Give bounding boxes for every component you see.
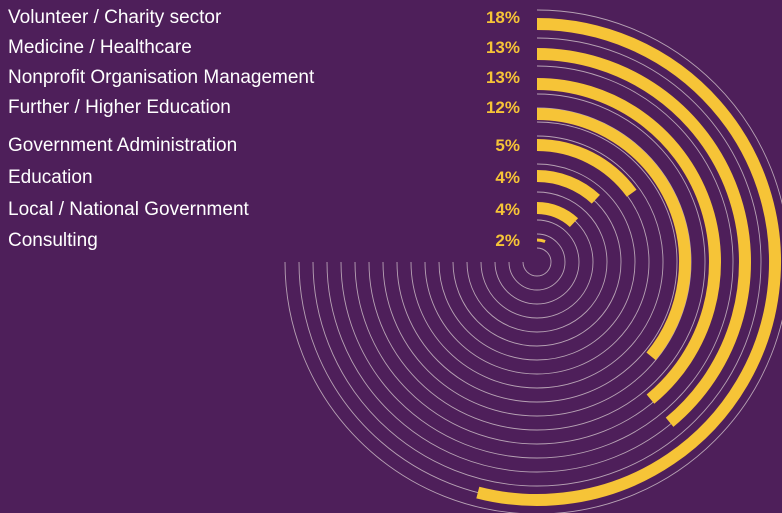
bar-series bbox=[476, 18, 781, 506]
bar-7 bbox=[536, 202, 579, 228]
grid-ring bbox=[424, 149, 650, 375]
category-label: Nonprofit Organisation Management bbox=[8, 67, 315, 88]
grid-ring bbox=[494, 219, 580, 305]
grid-ring bbox=[312, 37, 762, 487]
value-label: 12% bbox=[485, 98, 520, 117]
value-label: 4% bbox=[495, 168, 520, 187]
category-label: Government Administration bbox=[8, 135, 238, 156]
value-label: 2% bbox=[495, 231, 520, 250]
value-label: 4% bbox=[495, 200, 520, 219]
category-label: Local / National Government bbox=[8, 199, 249, 220]
grid-ring bbox=[466, 191, 608, 333]
bar-3 bbox=[536, 78, 721, 404]
bar-4 bbox=[536, 108, 691, 361]
grid-ring bbox=[410, 135, 664, 389]
value-label: 13% bbox=[485, 38, 520, 57]
grid-ring bbox=[340, 65, 734, 459]
bar-8 bbox=[536, 238, 546, 243]
value-label: 18% bbox=[485, 8, 520, 27]
value-label: 5% bbox=[495, 136, 520, 155]
grid-ring bbox=[284, 9, 782, 513]
grid-ring bbox=[480, 205, 594, 319]
bar-1 bbox=[476, 18, 781, 506]
category-label: Volunteer / Charity sector bbox=[8, 7, 222, 28]
grid-rings bbox=[284, 9, 782, 513]
category-label: Further / Higher Education bbox=[8, 97, 231, 118]
grid-ring bbox=[438, 163, 636, 361]
bar-6 bbox=[536, 170, 600, 204]
category-label: Consulting bbox=[8, 230, 98, 251]
grid-ring bbox=[508, 233, 566, 291]
grid-ring bbox=[522, 247, 552, 277]
bar-5 bbox=[536, 139, 637, 197]
value-label: 13% bbox=[485, 68, 520, 87]
category-label: Medicine / Healthcare bbox=[8, 37, 192, 58]
bar-2 bbox=[536, 48, 751, 427]
grid-ring bbox=[396, 121, 678, 403]
category-label: Education bbox=[8, 167, 93, 188]
grid-ring bbox=[368, 93, 706, 431]
